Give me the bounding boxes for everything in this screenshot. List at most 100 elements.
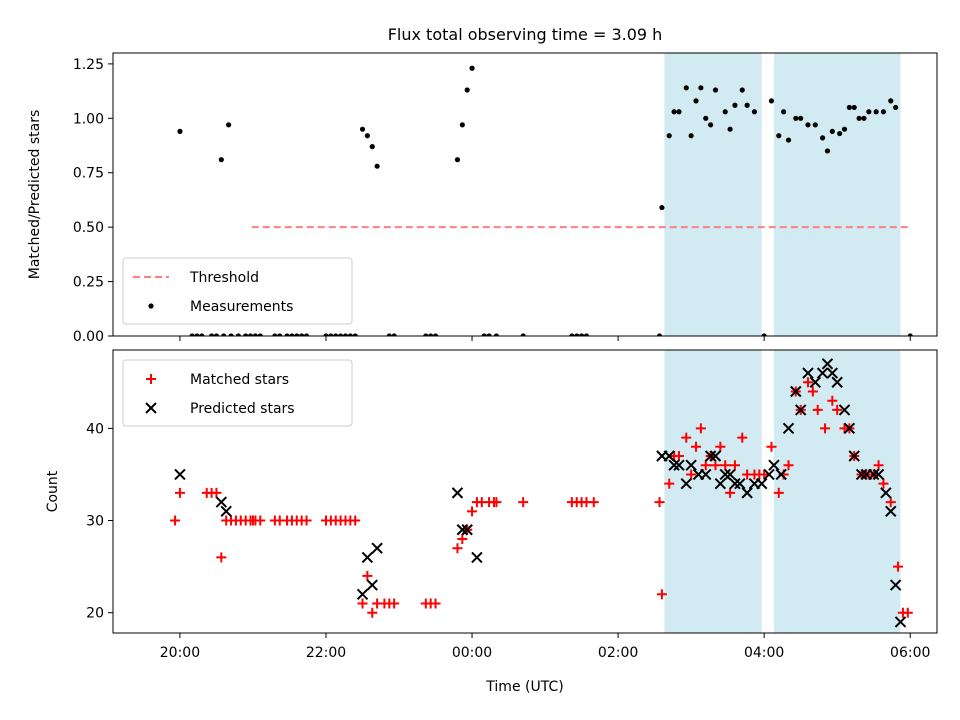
measurement-point [342, 333, 349, 336]
measurement-point [798, 115, 804, 121]
matched-stars-point [588, 497, 599, 508]
measurement-point [177, 128, 183, 134]
measurement-point [569, 333, 575, 336]
measurement-point [907, 333, 913, 336]
matched-stars-point [664, 478, 675, 489]
matched-stars-point [737, 432, 748, 443]
measurement-point [221, 333, 227, 336]
measurement-point [323, 333, 329, 336]
measurement-point [374, 163, 380, 169]
matched-stars-point [389, 598, 400, 609]
measurement-point [428, 333, 434, 336]
measurement-point [247, 333, 254, 336]
predicted-stars-point [680, 477, 692, 490]
legend-box [122, 359, 353, 427]
predicted-stars-point [724, 468, 736, 481]
y-tick-label: 0.25 [73, 275, 104, 291]
measurement-point [464, 87, 470, 93]
measurement-point [805, 122, 811, 128]
predicted-stars-point [790, 385, 802, 398]
measurement-point [338, 333, 344, 336]
chart-title: Flux total observing time = 3.09 h [388, 25, 663, 44]
predicted-stars-point [826, 367, 839, 379]
predicted-stars-point [816, 367, 829, 379]
matched-stars-point [827, 395, 838, 406]
measurement-point [888, 98, 894, 104]
measurement-point [194, 333, 200, 336]
axes-frame [112, 349, 938, 634]
matched-stars-point [783, 460, 794, 471]
matched-stars-point [654, 497, 665, 508]
y-tick-label: 20 [86, 606, 104, 622]
measurement-point [486, 333, 492, 336]
matched-stars-point [812, 404, 823, 415]
predicted-stars-point [366, 579, 378, 591]
matched-stars-point [216, 552, 227, 563]
measurement-point [688, 133, 694, 139]
measurement-point [812, 122, 818, 128]
predicted-stars-point [734, 477, 746, 490]
axes-frame [112, 52, 938, 337]
predicted-stars-point [700, 468, 712, 481]
measurement-point [228, 333, 234, 336]
predicted-stars-point [775, 468, 787, 481]
measurement-point [819, 135, 826, 141]
matched-stars-point [893, 561, 904, 572]
measurement-point [252, 333, 259, 336]
predicted-stars-point [729, 477, 741, 490]
predicted-stars-point [880, 487, 892, 499]
measurement-point [299, 333, 305, 336]
predicted-stars-point [831, 376, 843, 388]
measurement-point [751, 109, 758, 115]
measurement-point [364, 133, 370, 139]
measurement-point [578, 333, 585, 336]
legend-predicted-swatch [145, 402, 157, 414]
bottom-axes: 20 30 40 20:00 22:00 00:00 02:00 04:00 06:00 Coun… [45, 349, 938, 695]
predicted-stars-point [794, 404, 807, 416]
measurement-point [272, 333, 278, 336]
predicted-stars-point [768, 459, 780, 471]
measurement-point [837, 130, 843, 137]
predicted-stars-point [855, 468, 868, 481]
measurement-point [277, 333, 283, 336]
y-axis-label: Count [45, 470, 61, 512]
measurement-point [880, 109, 887, 115]
predicted-stars-point [809, 376, 821, 388]
measurement-point [793, 115, 799, 121]
matched-stars-point [700, 460, 711, 471]
legend-box [122, 257, 353, 325]
predicted-stars-point [714, 477, 727, 490]
measurement-point [583, 333, 590, 336]
measurement-point [693, 98, 699, 104]
y-tick-label: 1.00 [73, 111, 104, 127]
plot-area [170, 350, 913, 633]
matched-stars-point [902, 607, 913, 618]
y-tick-label: 40 [86, 421, 104, 437]
matched-stars-point [807, 386, 818, 397]
predicted-stars-point [456, 524, 469, 536]
measurement-point [520, 333, 526, 336]
measurement-point [481, 333, 487, 336]
predicted-stars-point [673, 459, 685, 471]
predicted-stars-point [868, 468, 880, 481]
measurement-point [776, 133, 782, 139]
predicted-stars-point [371, 542, 383, 554]
measurement-point [856, 115, 862, 121]
matched-stars-point [170, 515, 181, 526]
measurement-point [656, 333, 663, 336]
y-tick-label: 0.75 [73, 166, 104, 182]
matched-stars-point [656, 589, 667, 600]
measurement-point [846, 104, 852, 111]
measurement-point [347, 333, 353, 336]
measurement-point [768, 98, 775, 104]
predicted-stars-point [174, 468, 186, 481]
top-axes: 0.00 0.25 0.50 0.75 1.00 1.25 Matched/Predicte… [27, 52, 938, 345]
measurement-point [712, 87, 719, 93]
matched-stars-point [357, 598, 368, 609]
measurement-point [676, 109, 682, 115]
matched-stars-point [362, 570, 373, 581]
matched-stars-point [725, 487, 736, 498]
predicted-stars-point [872, 468, 885, 481]
measurement-point [659, 204, 665, 211]
predicted-stars-point [756, 477, 768, 490]
